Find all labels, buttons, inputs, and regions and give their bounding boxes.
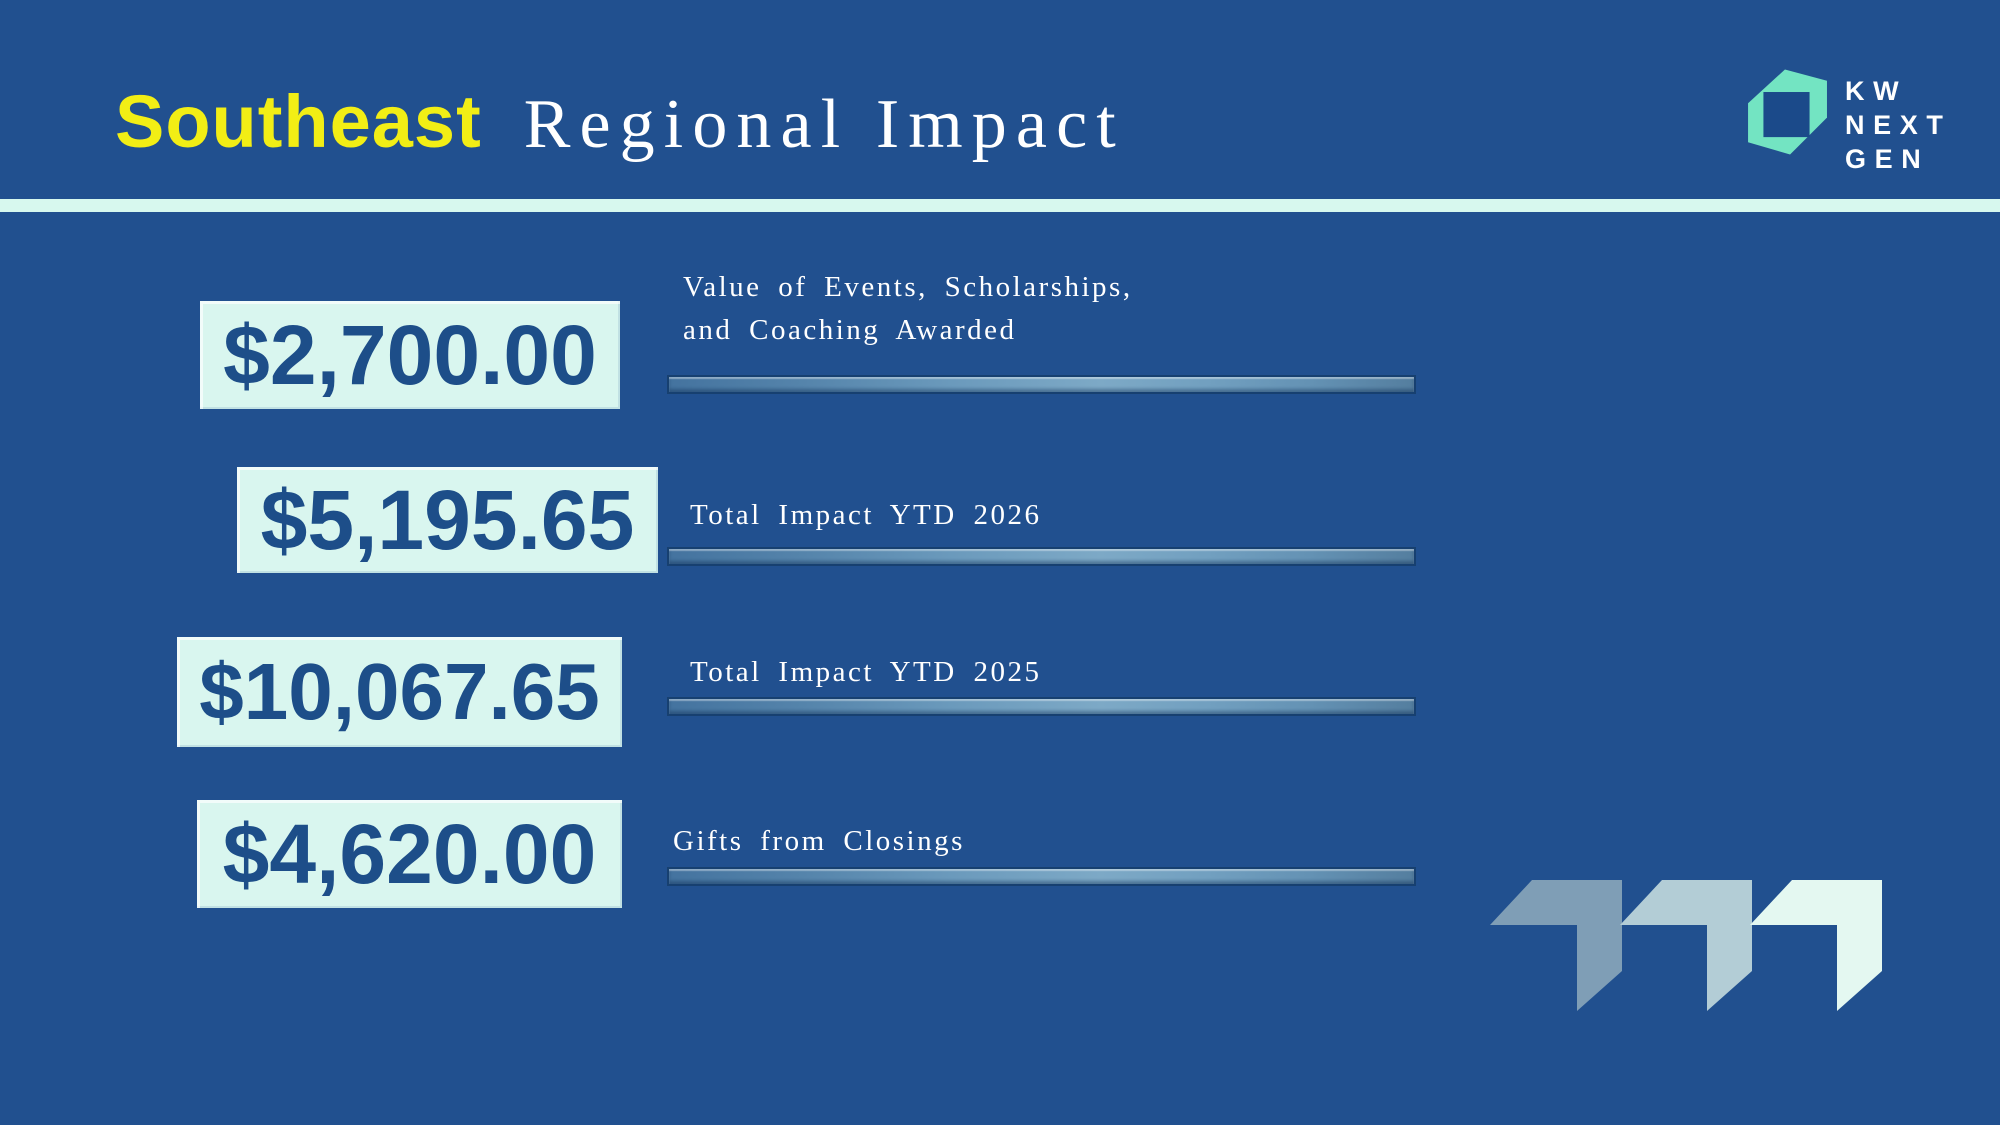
value-box-total-impact-2025: $10,067.65 xyxy=(177,637,622,747)
logo-line-next: NEXT xyxy=(1845,110,1952,140)
header-divider xyxy=(0,199,2000,212)
chevron-arrow-icon xyxy=(1620,880,1752,1011)
chevron-arrows-graphic xyxy=(1490,880,1882,1011)
value-gifts-closings: $4,620.00 xyxy=(222,806,597,901)
page-title: Southeast Regional Impact xyxy=(115,80,1125,185)
value-box-total-impact-2026: $5,195.65 xyxy=(237,467,658,573)
value-box-events-scholarships: $2,700.00 xyxy=(200,301,620,409)
divider-bar-events-scholarships xyxy=(667,375,1416,394)
logo-line-gen: GEN xyxy=(1845,144,1930,174)
title-highlight: Southeast xyxy=(115,80,482,163)
value-total-impact-2026: $5,195.65 xyxy=(260,472,635,567)
chevron-arrow-icon xyxy=(1750,880,1882,1011)
title-rest: Regional Impact xyxy=(523,86,1125,163)
label-gifts-closings: Gifts from Closings xyxy=(673,825,965,857)
label-total-impact-2026: Total Impact YTD 2026 xyxy=(690,499,1042,531)
divider-bar-gifts-closings xyxy=(667,867,1416,886)
value-box-gifts-closings: $4,620.00 xyxy=(197,800,622,908)
value-total-impact-2025: $10,067.65 xyxy=(199,647,600,736)
kw-cube-icon xyxy=(1748,69,1827,155)
logo-line-kw: KW xyxy=(1845,76,1908,106)
divider-bar-total-impact-2026 xyxy=(667,547,1416,566)
chevron-arrow-icon xyxy=(1490,880,1622,1011)
kw-cube-inner-square xyxy=(1763,92,1810,138)
value-events-scholarships: $2,700.00 xyxy=(223,307,597,402)
divider-bar-total-impact-2025 xyxy=(667,697,1416,716)
logo-wordmark: KW NEXT GEN xyxy=(1845,74,1952,176)
label-total-impact-2025: Total Impact YTD 2025 xyxy=(690,656,1042,688)
label-events-scholarships: Value of Events, Scholarships, and Coach… xyxy=(683,271,1133,346)
